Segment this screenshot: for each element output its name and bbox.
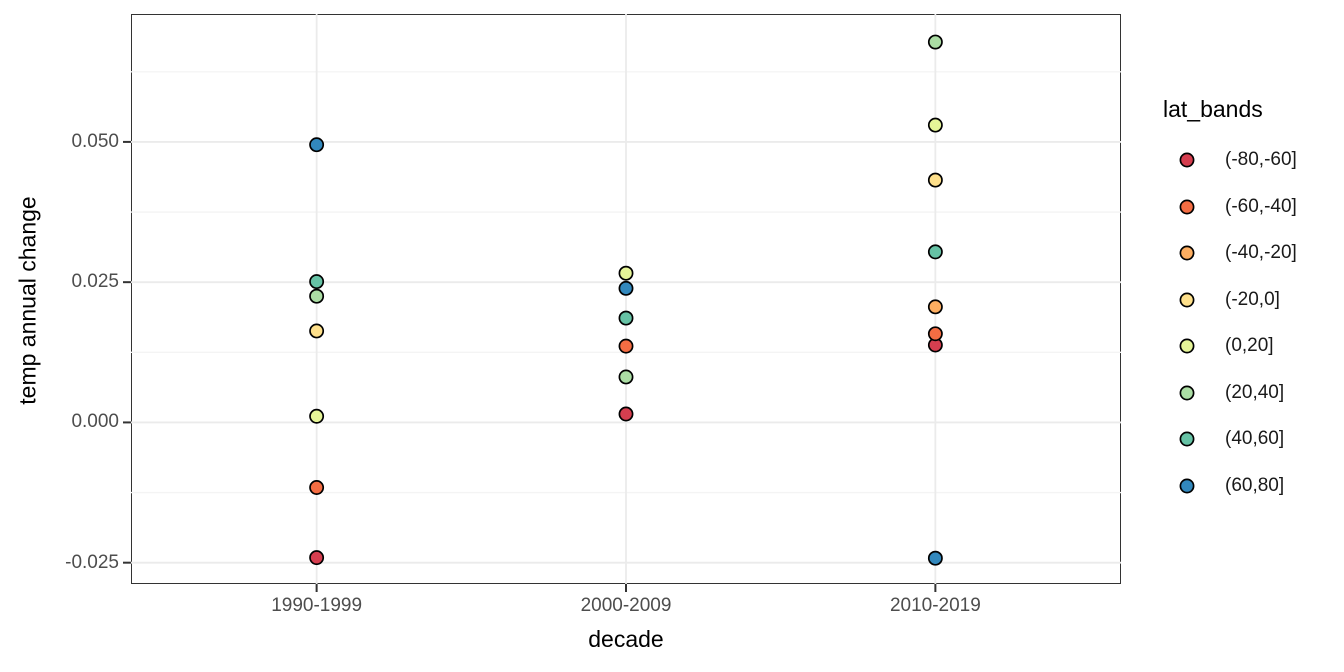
legend-label: (-80,-60] xyxy=(1225,149,1297,170)
data-point xyxy=(927,299,943,315)
legend-key-icon xyxy=(1179,152,1195,168)
data-point xyxy=(927,326,943,342)
y-tick-label: 0.025 xyxy=(71,271,119,293)
data-point xyxy=(309,550,325,566)
legend-key-icon xyxy=(1179,478,1195,493)
data-point xyxy=(618,280,634,296)
legend-key-icon xyxy=(1179,199,1195,214)
x-tick-label: 2000-2009 xyxy=(580,595,672,616)
legend-label: (60,80] xyxy=(1225,474,1285,496)
legend-label: (-40,-20] xyxy=(1225,242,1297,263)
data-point xyxy=(309,274,325,290)
legend-item: (-40,-20] xyxy=(1178,240,1297,266)
data-point xyxy=(618,310,634,326)
legend-key-icon xyxy=(1179,245,1195,261)
y-tick-label: 0.000 xyxy=(71,411,119,433)
y-axis-title: temp annual change xyxy=(14,196,41,405)
legend-label: (20,40] xyxy=(1225,381,1285,403)
data-point xyxy=(618,338,634,354)
legend-item: (-80,-60] xyxy=(1178,147,1297,173)
data-point xyxy=(309,323,325,339)
x-tick-label: 2010-2019 xyxy=(889,595,981,616)
legend-item: (-20,0] xyxy=(1178,287,1280,313)
legend-key-icon xyxy=(1179,338,1195,354)
data-point xyxy=(618,406,634,422)
y-tick-label: -0.025 xyxy=(65,551,119,573)
legend-item: (40,60] xyxy=(1178,426,1284,452)
legend-label: (-20,0] xyxy=(1225,288,1280,310)
data-point xyxy=(927,34,943,50)
legend-key-icon xyxy=(1179,292,1195,307)
legend-key-icon xyxy=(1179,431,1195,447)
data-point xyxy=(618,265,634,281)
data-point xyxy=(618,369,634,385)
data-point xyxy=(309,408,325,424)
data-point xyxy=(927,117,943,133)
legend-item: (-60,-40] xyxy=(1178,194,1297,220)
legend: lat_bands (-80,-60] (-60,-40] (-40,-20] (-2… xyxy=(1160,0,1344,672)
legend-item: (60,80] xyxy=(1178,473,1284,499)
data-point xyxy=(309,480,325,495)
x-tick-label: 1990-1999 xyxy=(271,595,363,616)
legend-label: (40,60] xyxy=(1225,428,1285,449)
legend-item: (0,20] xyxy=(1178,333,1274,359)
legend-label: (-60,-40] xyxy=(1225,195,1297,217)
legend-title: lat_bands xyxy=(1163,96,1263,122)
data-point xyxy=(309,137,325,153)
data-point xyxy=(309,288,325,304)
legend-key-icon xyxy=(1179,385,1195,400)
data-point xyxy=(927,550,943,566)
data-point xyxy=(927,244,943,260)
legend-label: (0,20] xyxy=(1225,335,1274,356)
x-axis-title: decade xyxy=(588,626,664,652)
data-point xyxy=(927,172,943,188)
legend-item: (20,40] xyxy=(1178,380,1284,406)
y-tick-label: 0.050 xyxy=(71,130,119,152)
